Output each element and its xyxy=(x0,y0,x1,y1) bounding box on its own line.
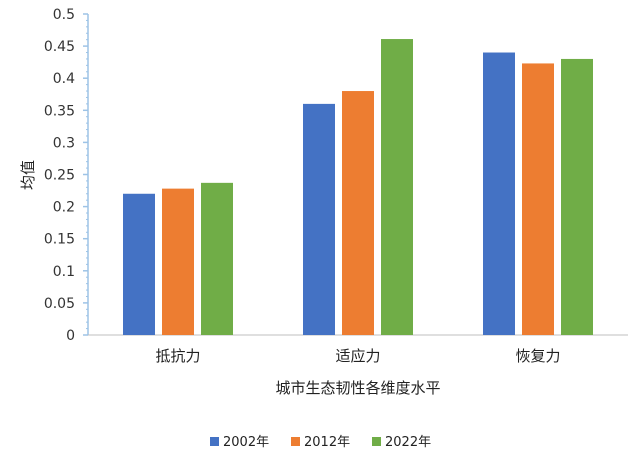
y-tick-label: 0.15 xyxy=(44,232,75,248)
legend-label: 2012年 xyxy=(304,435,350,450)
y-tick-label: 0.2 xyxy=(53,200,75,216)
bar xyxy=(123,193,155,335)
y-tick-label: 0.5 xyxy=(53,7,75,23)
y-axis: 0 0.05 0.1 0.15 0.2 0.25 0.3 0.35 0.4 0.45 0.5 xyxy=(44,7,89,344)
y-tick-label: 0.4 xyxy=(53,71,75,87)
y-tick-label: 0.05 xyxy=(44,296,75,312)
legend: 2002年 2012年 2022年 xyxy=(210,435,431,450)
bar xyxy=(162,188,194,335)
bar xyxy=(201,182,233,335)
legend-label: 2022年 xyxy=(385,435,431,450)
legend-label: 2002年 xyxy=(223,435,269,450)
y-tick-label: 0.45 xyxy=(44,39,75,55)
y-axis-title: 均值 xyxy=(19,160,37,190)
x-category-label: 抵抗力 xyxy=(155,347,200,365)
category-labels: 抵抗力 适应力 恢复力 xyxy=(155,347,560,365)
y-tick-label: 0.35 xyxy=(44,103,75,119)
bar xyxy=(381,39,413,336)
bar xyxy=(342,91,374,335)
bar xyxy=(303,103,335,335)
y-tick-label: 0.25 xyxy=(44,168,75,184)
x-axis-title: 城市生态韧性各维度水平 xyxy=(275,379,440,397)
legend-swatch xyxy=(210,437,219,446)
bar xyxy=(561,58,593,335)
bar xyxy=(522,63,554,336)
y-tick-label: 0 xyxy=(66,328,75,344)
y-tick-label: 0.3 xyxy=(53,135,75,151)
x-category-label: 恢复力 xyxy=(515,347,560,365)
y-tick-label: 0.1 xyxy=(53,264,75,280)
bars xyxy=(123,39,593,336)
x-category-label: 适应力 xyxy=(335,347,380,365)
bar xyxy=(483,52,515,336)
legend-swatch xyxy=(291,437,300,446)
legend-swatch xyxy=(372,437,381,446)
